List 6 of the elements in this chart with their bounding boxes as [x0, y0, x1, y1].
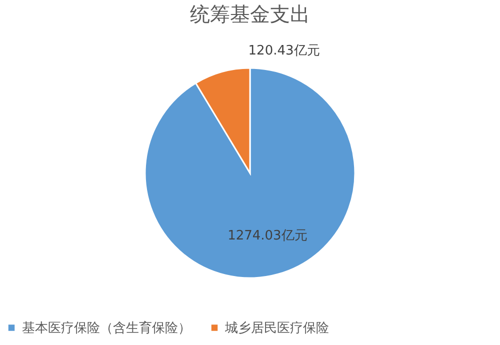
data-label: 1274.03亿元 [228, 228, 308, 244]
legend-label: 城乡居民医疗保险 [224, 320, 329, 336]
data-label: 120.43亿元 [248, 44, 320, 59]
chart-title: 统筹基金支出 [190, 2, 310, 26]
pie-slice [144, 67, 356, 279]
legend-label: 基本医疗保险（含生育保险） [22, 320, 191, 336]
